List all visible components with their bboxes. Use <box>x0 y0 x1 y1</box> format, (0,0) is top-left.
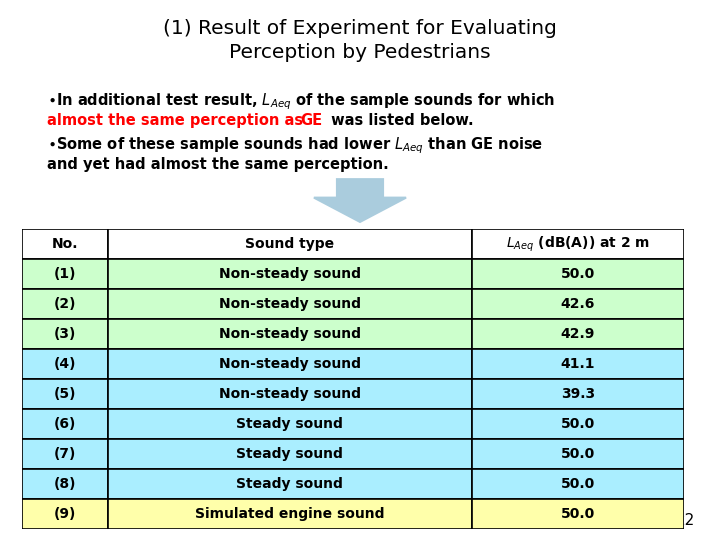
Text: 50.0: 50.0 <box>561 477 595 491</box>
Text: 50.0: 50.0 <box>561 417 595 431</box>
Text: 41.1: 41.1 <box>561 357 595 372</box>
Text: (9): (9) <box>53 507 76 521</box>
Text: Steady sound: Steady sound <box>236 477 343 491</box>
Text: 50.0: 50.0 <box>561 267 595 281</box>
Bar <box>108 409 472 440</box>
Bar <box>472 230 684 259</box>
Bar <box>22 289 108 319</box>
Bar <box>22 499 108 529</box>
Bar <box>472 289 684 319</box>
Bar <box>108 319 472 349</box>
Bar <box>22 349 108 379</box>
Text: (3): (3) <box>53 327 76 341</box>
Bar <box>108 469 472 499</box>
Bar <box>108 289 472 319</box>
FancyArrow shape <box>314 179 406 222</box>
Text: Non-steady sound: Non-steady sound <box>219 267 361 281</box>
Bar <box>472 440 684 469</box>
Bar <box>472 469 684 499</box>
Text: 42.9: 42.9 <box>561 327 595 341</box>
Bar <box>22 440 108 469</box>
Text: $\bullet$In additional test result, $L_{Aeq}$ of the sample sounds for which: $\bullet$In additional test result, $L_{… <box>47 92 555 112</box>
Text: was listed below.: was listed below. <box>326 113 474 129</box>
Text: $L_{Aeq}$ (dB(A)) at 2 m: $L_{Aeq}$ (dB(A)) at 2 m <box>506 235 650 254</box>
Text: Non-steady sound: Non-steady sound <box>219 387 361 401</box>
Text: 22: 22 <box>675 513 695 528</box>
Bar <box>108 499 472 529</box>
Bar <box>108 230 472 259</box>
Text: Perception by Pedestrians: Perception by Pedestrians <box>229 43 491 62</box>
Text: 42.6: 42.6 <box>561 298 595 312</box>
Text: Non-steady sound: Non-steady sound <box>219 298 361 312</box>
Bar <box>108 379 472 409</box>
Bar <box>22 409 108 440</box>
Text: (1) Result of Experiment for Evaluating: (1) Result of Experiment for Evaluating <box>163 19 557 38</box>
Text: (2): (2) <box>53 298 76 312</box>
Text: (4): (4) <box>53 357 76 372</box>
Text: GE: GE <box>300 113 323 129</box>
Text: No.: No. <box>51 238 78 252</box>
Text: 50.0: 50.0 <box>561 447 595 461</box>
Text: 50.0: 50.0 <box>561 507 595 521</box>
Text: Steady sound: Steady sound <box>236 447 343 461</box>
Bar <box>108 259 472 289</box>
Text: (6): (6) <box>53 417 76 431</box>
Text: Sound type: Sound type <box>246 238 334 252</box>
Bar <box>22 230 108 259</box>
Bar <box>108 440 472 469</box>
Text: Non-steady sound: Non-steady sound <box>219 357 361 372</box>
Bar <box>472 499 684 529</box>
Bar <box>22 259 108 289</box>
Bar <box>472 319 684 349</box>
Text: (1): (1) <box>53 267 76 281</box>
Text: (8): (8) <box>53 477 76 491</box>
Bar <box>472 379 684 409</box>
Bar <box>108 349 472 379</box>
Bar <box>22 319 108 349</box>
Bar <box>472 409 684 440</box>
Bar <box>472 349 684 379</box>
Text: and yet had almost the same perception.: and yet had almost the same perception. <box>47 157 389 172</box>
Text: Non-steady sound: Non-steady sound <box>219 327 361 341</box>
Text: (5): (5) <box>53 387 76 401</box>
Bar <box>22 379 108 409</box>
Text: Simulated engine sound: Simulated engine sound <box>195 507 384 521</box>
Text: Steady sound: Steady sound <box>236 417 343 431</box>
Bar <box>22 469 108 499</box>
Text: 39.3: 39.3 <box>561 387 595 401</box>
Bar <box>472 259 684 289</box>
Text: almost the same perception as: almost the same perception as <box>47 113 308 129</box>
Text: $\bullet$Some of these sample sounds had lower $L_{Aeq}$ than GE noise: $\bullet$Some of these sample sounds had… <box>47 135 543 156</box>
Text: (7): (7) <box>53 447 76 461</box>
